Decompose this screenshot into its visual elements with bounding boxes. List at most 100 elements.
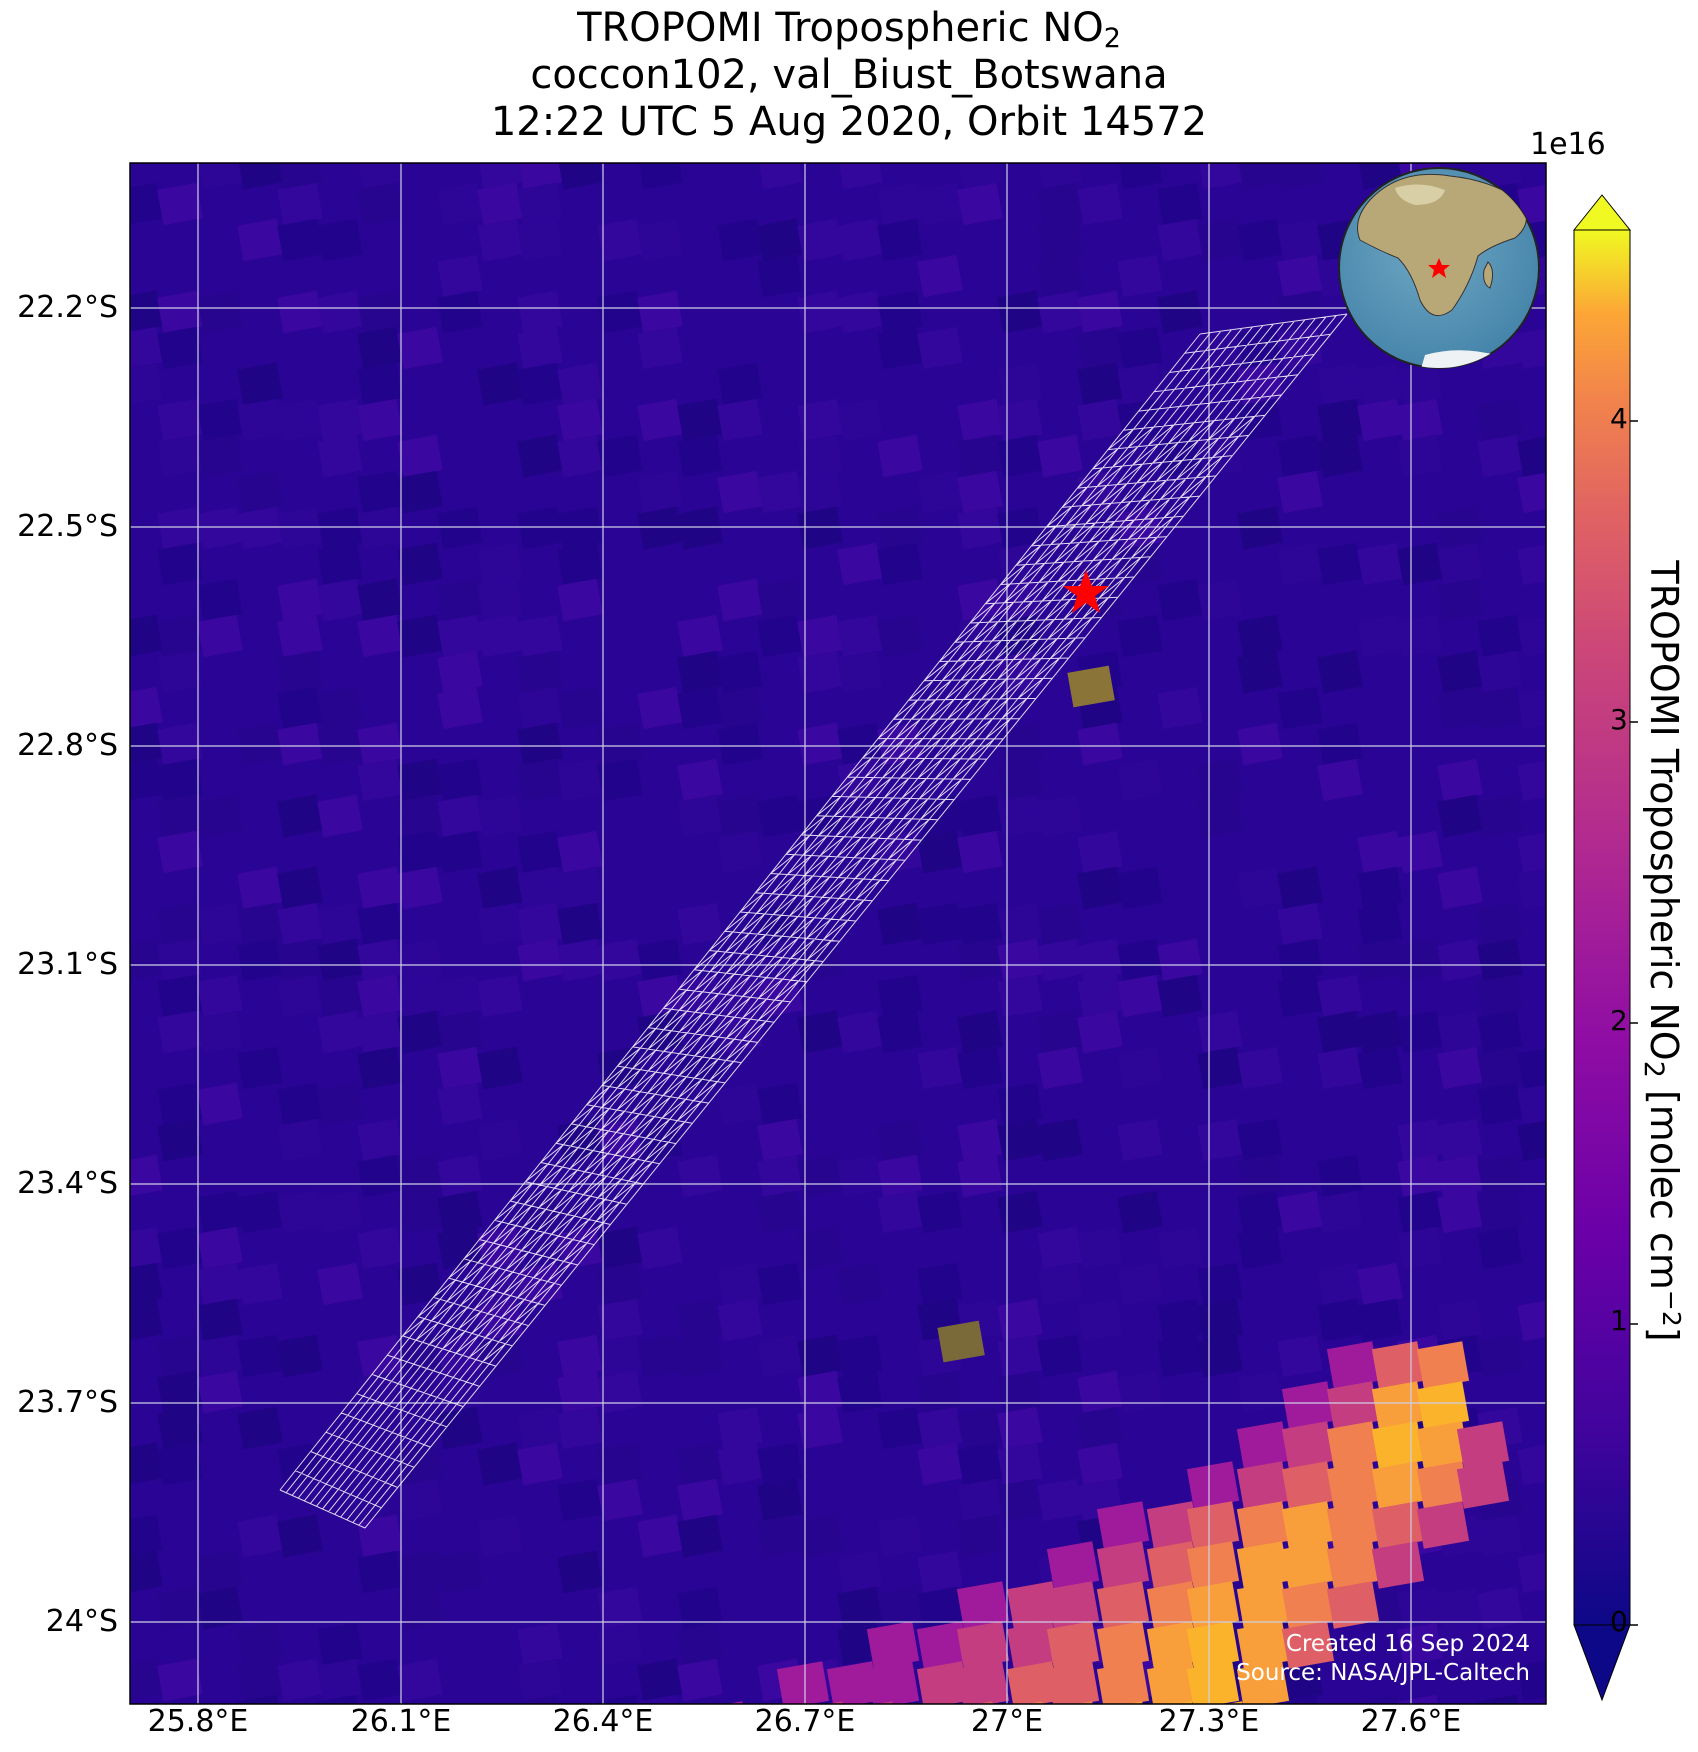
no2-pixel [637,1658,683,1702]
no2-pixel [797,722,843,766]
hotspot-pixel [956,1621,1010,1669]
no2-pixel [130,1226,163,1270]
no2-pixel [597,1262,643,1306]
no2-pixel [357,866,403,910]
lat-label: 22.2°S [17,290,118,325]
no2-pixel [837,542,883,586]
no2-pixel [397,758,443,802]
no2-pixel [517,326,563,370]
no2-pixel [1117,1190,1163,1234]
no2-pixel [277,1118,323,1162]
no2-pixel [357,1334,403,1378]
no2-pixel [1117,542,1163,586]
no2-pixel [157,1334,203,1378]
no2-pixel [477,1226,523,1270]
no2-pixel [1317,1010,1363,1054]
hotspot-pixel [1281,1381,1335,1429]
no2-pixel [797,650,843,694]
no2-pixel [997,1406,1043,1450]
colorbar [1572,194,1638,1702]
no2-pixel [357,362,403,406]
no2-pixel [877,1154,923,1198]
no2-pixel [1357,902,1403,946]
no2-pixel [797,398,843,442]
no2-pixel [637,1118,683,1162]
no2-pixel [197,1370,243,1414]
no2-pixel [237,506,283,550]
no2-pixel [1437,938,1483,982]
no2-pixel [677,506,723,550]
hotspot-pixel [1236,1501,1290,1549]
no2-pixel [477,182,523,226]
no2-pixel [1077,938,1123,982]
no2-pixel [957,506,1003,550]
no2-pixel [317,1658,363,1702]
no2-pixel [1277,470,1323,514]
no2-pixel [157,614,203,658]
no2-pixel [717,218,763,262]
no2-pixel [1437,1586,1483,1630]
no2-pixel [237,866,283,910]
no2-pixel [1437,542,1483,586]
graticule [130,163,1546,1704]
no2-pixel [877,614,923,658]
no2-pixel [1117,254,1163,298]
no2-pixel [957,1118,1003,1162]
title-line-1: TROPOMI Tropospheric NO2 [577,5,1121,54]
no2-pixel [837,614,883,658]
no2-pixel [357,974,403,1018]
no2-pixel [757,1514,803,1558]
lon-label: 27.3°E [1158,1704,1260,1739]
no2-pixel [1077,290,1123,334]
no2-pixel [1437,650,1483,694]
no2-pixel [357,163,403,190]
no2-pixel [597,434,643,478]
no2-pixel [1477,1082,1523,1126]
no2-pixel [277,218,323,262]
no2-pixel [677,614,723,658]
no2-pixel [157,506,203,550]
no2-pixel [557,578,603,622]
hotspot-pixel [956,1581,1010,1629]
no2-pixel [477,1118,523,1162]
no2-pixel [1517,1046,1546,1090]
no2-pixel [437,1190,483,1234]
no2-pixel [1477,614,1523,658]
no2-pixel [717,1442,763,1486]
no2-pixel [717,578,763,622]
no2-pixel [957,1406,1003,1450]
no2-pixel [197,1226,243,1270]
no2-pixel [557,830,603,874]
no2-pixel [1437,758,1483,802]
hotspot-pixel [866,1661,920,1704]
no2-pixel [277,686,323,730]
no2-pixel [517,506,563,550]
no2-pixel [1237,326,1283,370]
no2-pixel [1277,866,1323,910]
no2-pixel [357,1154,403,1198]
no2-pixel [1477,434,1523,478]
hotspot-pixel [1326,1381,1380,1429]
no2-pixel [197,1262,243,1306]
no2-pixel [1237,1154,1283,1198]
no2-pixel [1517,470,1546,514]
no2-pixel [997,1478,1043,1522]
no2-pixel [597,1622,643,1666]
no2-pixel [1197,758,1243,802]
no2-pixel [357,1658,403,1702]
hotspot-pixel [1146,1661,1200,1704]
no2-pixel [197,1082,243,1126]
no2-pixel [1037,182,1083,226]
no2-pixel [757,218,803,262]
no2-pixel [357,902,403,946]
no2-pixel [837,1262,883,1306]
no2-pixel [957,470,1003,514]
no2-pixel [797,1154,843,1198]
no2-pixel [477,902,523,946]
no2-pixel [157,902,203,946]
no2-pixel [557,686,603,730]
no2-pixel [1037,902,1083,946]
no2-pixel [237,218,283,262]
hotspot-pixel [1186,1541,1240,1589]
no2-pixel [957,434,1003,478]
